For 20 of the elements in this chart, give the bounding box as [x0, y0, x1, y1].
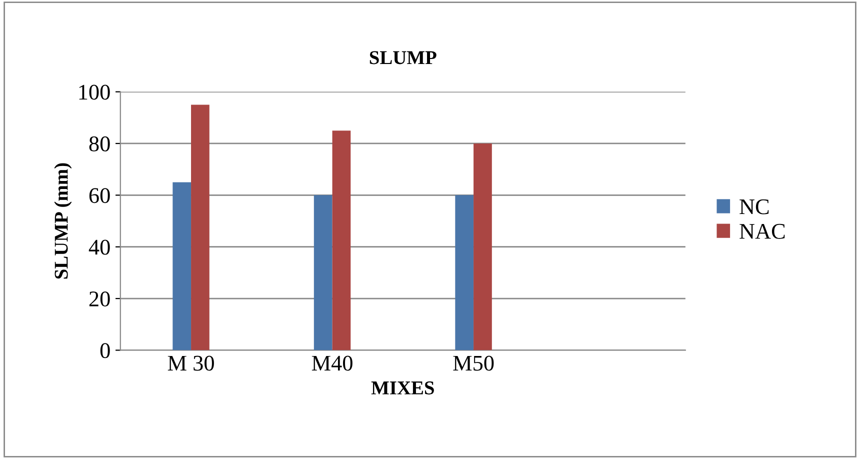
chart-title: SLUMP [370, 51, 436, 64]
x-tick-label: M50 [453, 356, 494, 371]
bar [172, 182, 192, 350]
legend-label: NC [740, 199, 769, 214]
y-tick-label: 80 [89, 136, 110, 152]
x-tick-label: M40 [312, 356, 352, 371]
x-axis-title: MIXES [371, 381, 434, 394]
bar [191, 104, 210, 350]
bar [455, 195, 474, 350]
x-tick-label: M 30 [168, 356, 214, 371]
y-tick-label: 0 [100, 343, 110, 358]
y-tick-label: 20 [89, 291, 110, 306]
y-tick-label: 60 [89, 188, 110, 204]
y-axis-title: SLUMP (mm) [54, 163, 72, 279]
bar [332, 130, 351, 350]
y-tick-label: 40 [88, 240, 110, 255]
bar [474, 143, 492, 350]
y-tick-label: 100 [79, 84, 110, 100]
legend-label: NAC [740, 224, 785, 239]
bar [314, 195, 332, 350]
